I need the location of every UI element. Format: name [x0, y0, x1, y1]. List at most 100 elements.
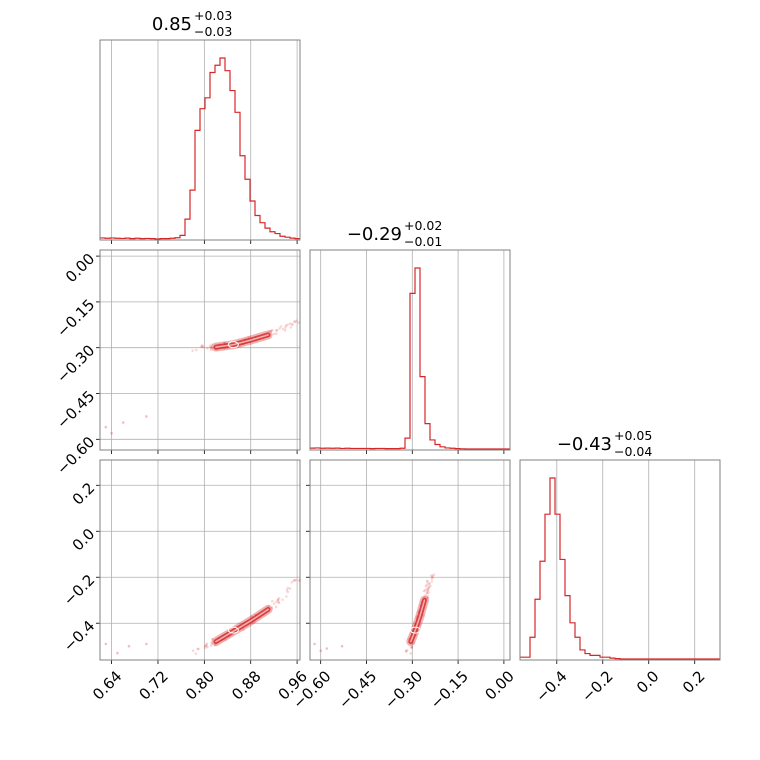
panel-frame: [519, 459, 721, 661]
y-tick-label: −0.60: [53, 433, 98, 478]
scatter-point: [275, 600, 278, 604]
scatter-point: [427, 585, 431, 589]
scatter-point: [429, 574, 433, 577]
scatter-point: [426, 588, 430, 592]
scatter-point: [404, 650, 408, 653]
hist-step-1: [310, 267, 510, 450]
scatter-point: [268, 329, 271, 333]
x-tick-label: 0.88: [228, 667, 264, 703]
hist-step-0: [100, 57, 300, 240]
outlier-point: [145, 642, 148, 646]
outlier-point: [127, 644, 131, 648]
scatter-point: [283, 329, 287, 332]
scatter-point: [270, 599, 274, 603]
scatter-point: [422, 589, 426, 593]
scatter-point: [191, 349, 194, 352]
scatter-point: [423, 588, 427, 592]
title-plus-1: +0.02: [404, 218, 442, 233]
scatter-point: [209, 345, 212, 349]
hist-panel-0: 0.85 +0.03−0.03: [99, 8, 301, 244]
scatter-point: [277, 600, 280, 604]
scatter-point: [426, 594, 430, 598]
x-tick-label: −0.2: [578, 667, 616, 705]
scatter-point: [425, 592, 429, 595]
scatter-point: [426, 580, 429, 584]
scatter-point: [291, 323, 294, 327]
scatter-point: [278, 327, 281, 330]
outlier-point: [325, 647, 329, 650]
scatter-point: [202, 345, 205, 349]
scatter-point: [197, 647, 200, 651]
x-tick-label: −0.30: [381, 667, 426, 712]
contour-core: [409, 626, 421, 634]
x-tick-label: −0.4: [532, 667, 570, 705]
scatter-point: [206, 347, 209, 350]
outlier-point: [104, 642, 108, 646]
scatter-point: [203, 646, 207, 650]
panel-frame: [309, 459, 511, 661]
scatter-point: [269, 329, 273, 333]
scatter-point: [431, 574, 435, 578]
scatter-point: [211, 637, 214, 641]
outlier-point: [340, 644, 344, 648]
scatter-point: [286, 586, 290, 590]
scatter-point: [210, 346, 213, 350]
scatter-point: [204, 644, 208, 648]
scatter-point: [195, 348, 198, 352]
outlier-point: [313, 642, 316, 646]
scatter-point: [275, 332, 278, 335]
panel-frame: [99, 39, 301, 241]
outlier-point: [104, 425, 108, 429]
outlier-point: [110, 431, 113, 435]
scatter-point: [242, 628, 245, 632]
contour-inner: [215, 608, 269, 643]
scatter-point: [279, 325, 283, 328]
scatter-point: [209, 346, 213, 350]
x-tick-label: 0.00: [481, 667, 517, 703]
title-value-1: −0.29: [347, 224, 402, 245]
y-tick-label: −0.30: [53, 341, 98, 386]
scatter-point: [209, 644, 213, 647]
scatter-panel-1_vs_0: [96, 249, 301, 454]
scatter-panel-2_vs_0: [96, 459, 302, 664]
scatter-point: [429, 584, 432, 588]
scatter-point: [210, 343, 214, 346]
y-tick-label: 0.0: [69, 525, 99, 555]
scatter-point: [404, 649, 408, 653]
scatter-point: [289, 326, 293, 329]
scatter-point: [410, 646, 413, 649]
y-tick-label: 0.2: [69, 479, 99, 509]
scatter-point: [410, 646, 414, 649]
scatter-point: [409, 652, 412, 655]
scatter-point: [293, 320, 297, 324]
scatter-point: [410, 646, 414, 649]
outlier-point: [116, 651, 119, 655]
scatter-point: [276, 598, 280, 602]
scatter-point: [196, 647, 200, 651]
contour-inner: [215, 334, 269, 348]
scatter-point: [277, 596, 281, 600]
scatter-point: [276, 598, 280, 602]
scatter-point: [427, 586, 431, 590]
outlier-point: [121, 421, 125, 424]
scatter-point: [431, 576, 434, 579]
scatter-point: [200, 345, 203, 348]
scatter-point: [425, 583, 429, 587]
scatter-point: [210, 641, 213, 645]
y-tick-label: −0.15: [53, 296, 98, 341]
x-tick-label: 0.2: [679, 667, 709, 697]
contour-core: [227, 341, 239, 349]
scatter-point: [191, 649, 195, 653]
panel-frame: [309, 249, 511, 451]
scatter-point: [203, 644, 207, 648]
scatter-point: [405, 649, 409, 652]
title-value-2: −0.43: [557, 434, 612, 455]
scatter-point: [281, 327, 285, 331]
scatter-point: [200, 344, 204, 347]
contour-core: [227, 626, 239, 634]
scatter-point: [205, 643, 208, 647]
contour-inner: [410, 599, 426, 643]
panel-frame: [99, 459, 301, 661]
x-tick-label: 0.0: [633, 667, 663, 697]
x-tick-label: −0.45: [335, 667, 380, 712]
